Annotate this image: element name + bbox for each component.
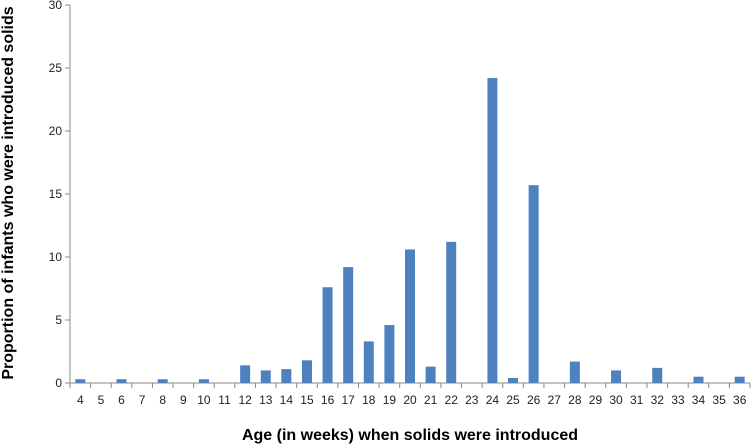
x-tick-label: 8 — [159, 393, 166, 407]
x-axis-title: Age (in weeks) when solids were introduc… — [242, 427, 578, 444]
x-tick-label: 28 — [568, 393, 582, 407]
bar — [446, 241, 457, 383]
bar — [693, 376, 704, 383]
x-tick-label: 21 — [424, 393, 438, 407]
x-tick-label: 33 — [671, 393, 685, 407]
bar — [734, 376, 745, 383]
bar — [260, 370, 271, 383]
y-axis: 0 5 10 15 20 25 30 — [49, 0, 71, 390]
x-tick-label: 26 — [527, 393, 541, 407]
bar — [487, 78, 498, 383]
bar — [301, 360, 312, 383]
x-tick-label: 12 — [238, 393, 252, 407]
bar — [569, 361, 580, 383]
bar — [405, 249, 415, 383]
y-tick-label: 20 — [49, 124, 63, 138]
x-tick-label: 15 — [300, 393, 314, 407]
x-axis: 4 5 6 7 8 9 10 11 12 13 14 15 16 17 18 19 20 21 22 23 24 25 26… — [69, 382, 751, 407]
y-axis-title: Proportion of infants who were introduce… — [0, 6, 17, 379]
x-tick-label: 18 — [362, 393, 376, 407]
bar — [363, 341, 374, 383]
x-tick-label: 24 — [486, 393, 500, 407]
bar — [508, 377, 519, 383]
x-tick-label: 29 — [589, 393, 603, 407]
y-tick-label: 25 — [49, 61, 63, 75]
x-tick-label: 6 — [118, 393, 125, 407]
x-tick-label: 23 — [465, 393, 479, 407]
bar — [75, 379, 86, 383]
x-tick-label: 16 — [321, 393, 335, 407]
x-tick-label: 27 — [548, 393, 562, 407]
bar — [611, 370, 622, 383]
bar — [157, 379, 168, 383]
bar — [322, 287, 333, 383]
x-tick-label: 20 — [403, 393, 417, 407]
bar-series — [75, 78, 745, 383]
y-tick-label: 10 — [49, 250, 63, 264]
x-tick-label: 30 — [609, 393, 623, 407]
x-tick-label: 35 — [712, 393, 726, 407]
x-tick-label: 5 — [98, 393, 105, 407]
x-tick-label: 25 — [506, 393, 520, 407]
x-tick-label: 22 — [445, 393, 459, 407]
bar — [240, 365, 251, 383]
bar — [384, 325, 395, 383]
x-tick-label: 19 — [383, 393, 397, 407]
y-tick-label: 15 — [49, 187, 63, 201]
x-tick-label: 34 — [692, 393, 706, 407]
y-tick-label: 30 — [49, 0, 63, 12]
bar — [425, 366, 436, 383]
bar — [116, 379, 127, 383]
bar — [198, 379, 209, 383]
x-tick-label: 13 — [259, 393, 273, 407]
x-tick-label: 32 — [651, 393, 665, 407]
x-tick-label: 9 — [180, 393, 187, 407]
x-tick-label: 11 — [218, 393, 231, 407]
x-tick-label: 31 — [630, 393, 644, 407]
bar — [652, 367, 663, 383]
x-tick-label: 4 — [77, 393, 84, 407]
x-tick-label: 14 — [280, 393, 294, 407]
x-tick-label: 10 — [197, 393, 211, 407]
y-tick-label: 0 — [55, 376, 62, 390]
x-tick-label: 36 — [733, 393, 747, 407]
x-tick-label: 7 — [139, 393, 146, 407]
y-tick-label: 5 — [55, 313, 62, 327]
bar — [528, 185, 539, 383]
x-tick-label: 17 — [342, 393, 356, 407]
bar — [343, 267, 354, 383]
bar — [281, 369, 292, 383]
